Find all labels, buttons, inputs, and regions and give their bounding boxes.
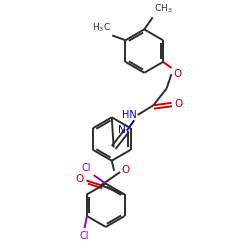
Text: $\rm CH_3$: $\rm CH_3$: [154, 3, 173, 16]
Text: HN: HN: [122, 110, 136, 120]
Text: O: O: [174, 99, 182, 109]
Text: O: O: [121, 164, 129, 174]
Text: O: O: [75, 174, 84, 184]
Text: $\rm H_3C$: $\rm H_3C$: [92, 21, 110, 34]
Text: Cl: Cl: [80, 230, 89, 240]
Text: N: N: [118, 125, 126, 135]
Text: O: O: [173, 69, 182, 79]
Text: Cl: Cl: [82, 163, 91, 173]
